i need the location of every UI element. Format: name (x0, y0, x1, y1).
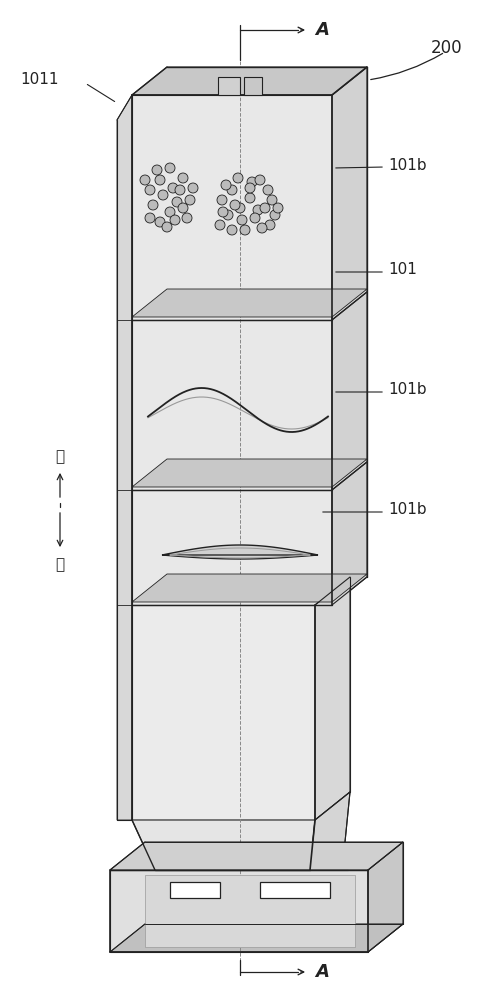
Polygon shape (132, 289, 367, 317)
Polygon shape (110, 924, 403, 952)
Polygon shape (132, 490, 332, 605)
Polygon shape (117, 95, 132, 820)
Polygon shape (332, 462, 367, 605)
Polygon shape (332, 67, 367, 320)
Circle shape (217, 195, 227, 205)
Circle shape (182, 213, 192, 223)
Circle shape (270, 210, 280, 220)
Circle shape (162, 222, 172, 232)
Circle shape (273, 203, 283, 213)
Polygon shape (110, 870, 368, 952)
Text: A: A (315, 21, 329, 39)
Polygon shape (218, 77, 240, 95)
Circle shape (260, 203, 270, 213)
Circle shape (178, 203, 188, 213)
Circle shape (267, 195, 277, 205)
Circle shape (250, 213, 260, 223)
Circle shape (165, 207, 175, 217)
Polygon shape (132, 605, 315, 820)
Circle shape (155, 175, 165, 185)
Polygon shape (368, 842, 403, 952)
Circle shape (218, 207, 228, 217)
Text: 101: 101 (388, 262, 417, 277)
Circle shape (152, 165, 162, 175)
Circle shape (255, 175, 265, 185)
Circle shape (172, 197, 182, 207)
Polygon shape (132, 67, 367, 95)
Polygon shape (260, 882, 330, 898)
Text: 200: 200 (430, 39, 462, 57)
Circle shape (145, 213, 155, 223)
Circle shape (148, 200, 158, 210)
Circle shape (215, 220, 225, 230)
Circle shape (145, 185, 155, 195)
Polygon shape (315, 577, 350, 820)
Text: 上: 上 (56, 450, 65, 464)
Circle shape (237, 215, 247, 225)
Polygon shape (162, 545, 318, 559)
Circle shape (235, 203, 245, 213)
Circle shape (178, 173, 188, 183)
Text: A: A (315, 963, 329, 981)
Circle shape (158, 190, 168, 200)
Polygon shape (170, 882, 220, 898)
Circle shape (230, 200, 240, 210)
Circle shape (265, 220, 275, 230)
Circle shape (245, 193, 255, 203)
Circle shape (257, 223, 267, 233)
Circle shape (170, 215, 180, 225)
Text: 101b: 101b (388, 157, 427, 172)
Circle shape (233, 173, 243, 183)
Circle shape (175, 185, 185, 195)
Circle shape (227, 185, 237, 195)
Polygon shape (310, 792, 350, 870)
Circle shape (185, 195, 195, 205)
Text: 101b: 101b (388, 502, 427, 518)
Text: 1011: 1011 (20, 73, 58, 88)
Circle shape (263, 185, 273, 195)
Circle shape (247, 177, 257, 187)
Polygon shape (132, 320, 332, 490)
Polygon shape (132, 459, 367, 487)
Circle shape (140, 175, 150, 185)
Circle shape (245, 183, 255, 193)
Circle shape (188, 183, 198, 193)
Polygon shape (132, 820, 315, 870)
Text: 101b: 101b (388, 382, 427, 397)
Polygon shape (132, 95, 332, 320)
Polygon shape (244, 77, 262, 95)
Circle shape (253, 205, 263, 215)
Circle shape (223, 210, 233, 220)
Polygon shape (332, 292, 367, 490)
Text: 下: 下 (56, 558, 65, 572)
Circle shape (165, 163, 175, 173)
Circle shape (168, 183, 178, 193)
Circle shape (240, 225, 250, 235)
Circle shape (221, 180, 231, 190)
Polygon shape (145, 875, 355, 947)
Polygon shape (132, 574, 367, 602)
Circle shape (155, 217, 165, 227)
Circle shape (227, 225, 237, 235)
Polygon shape (110, 842, 403, 870)
